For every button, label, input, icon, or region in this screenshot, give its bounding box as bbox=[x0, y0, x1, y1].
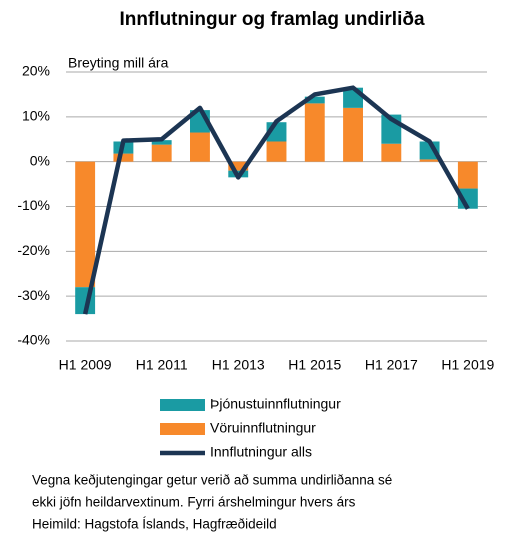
chart-title: Innflutningur og framlag undirliða bbox=[119, 9, 424, 30]
legend-swatch bbox=[160, 399, 205, 411]
y-tick-label: -30% bbox=[17, 287, 50, 303]
note: Heimild: Hagstofa Íslands, Hagfræðideild bbox=[32, 517, 277, 532]
bar-segment bbox=[266, 141, 287, 162]
x-tick-label: H1 2017 bbox=[365, 357, 418, 373]
x-tick-label: H1 2011 bbox=[136, 357, 188, 373]
legend-label: Vöruinnflutningur bbox=[210, 420, 316, 436]
x-tick-label: H1 2013 bbox=[212, 357, 265, 373]
x-tick-label: H1 2009 bbox=[59, 357, 112, 373]
y-tick-label: -40% bbox=[17, 332, 50, 348]
legend-label: Innflutningur alls bbox=[210, 444, 312, 460]
y-tick-label: -20% bbox=[17, 242, 50, 258]
legend-swatch bbox=[160, 423, 205, 435]
x-tick-label: H1 2019 bbox=[441, 357, 494, 373]
bar-segment bbox=[113, 153, 134, 162]
bar-segment bbox=[381, 143, 402, 162]
bar-segment bbox=[228, 161, 249, 171]
y-tick-label: 0% bbox=[30, 152, 50, 168]
bar-segment bbox=[190, 132, 210, 162]
bar-segment bbox=[75, 161, 96, 288]
bar-segment bbox=[304, 103, 325, 162]
line bbox=[82, 85, 470, 315]
bar-segment bbox=[419, 159, 440, 162]
x-tick-label: H1 2015 bbox=[288, 357, 341, 373]
note: ekki jöfn heildarvextinum. Fyrri árshelm… bbox=[32, 495, 356, 510]
bar-segment bbox=[151, 144, 172, 162]
y-tick-label: -10% bbox=[17, 197, 50, 213]
y-axis-label: Breyting mill ára bbox=[68, 55, 169, 71]
bar-segment bbox=[304, 96, 325, 104]
bar-segment bbox=[151, 140, 172, 145]
bar-segment bbox=[343, 107, 363, 162]
y-tick-label: 20% bbox=[22, 63, 50, 79]
note: Vegna keðjutengingar getur verið að summ… bbox=[32, 473, 392, 488]
bar-segment bbox=[457, 161, 478, 189]
y-tick-label: 10% bbox=[22, 108, 50, 124]
legend-label: Þjónustuinnflutningur bbox=[210, 396, 341, 412]
